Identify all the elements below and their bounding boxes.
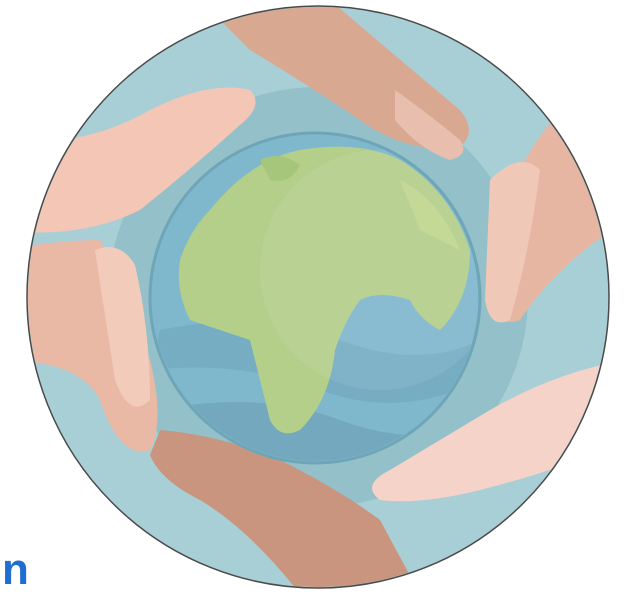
continents bbox=[178, 146, 470, 434]
globe-detail bbox=[152, 146, 478, 461]
caption: n bbox=[2, 545, 29, 594]
